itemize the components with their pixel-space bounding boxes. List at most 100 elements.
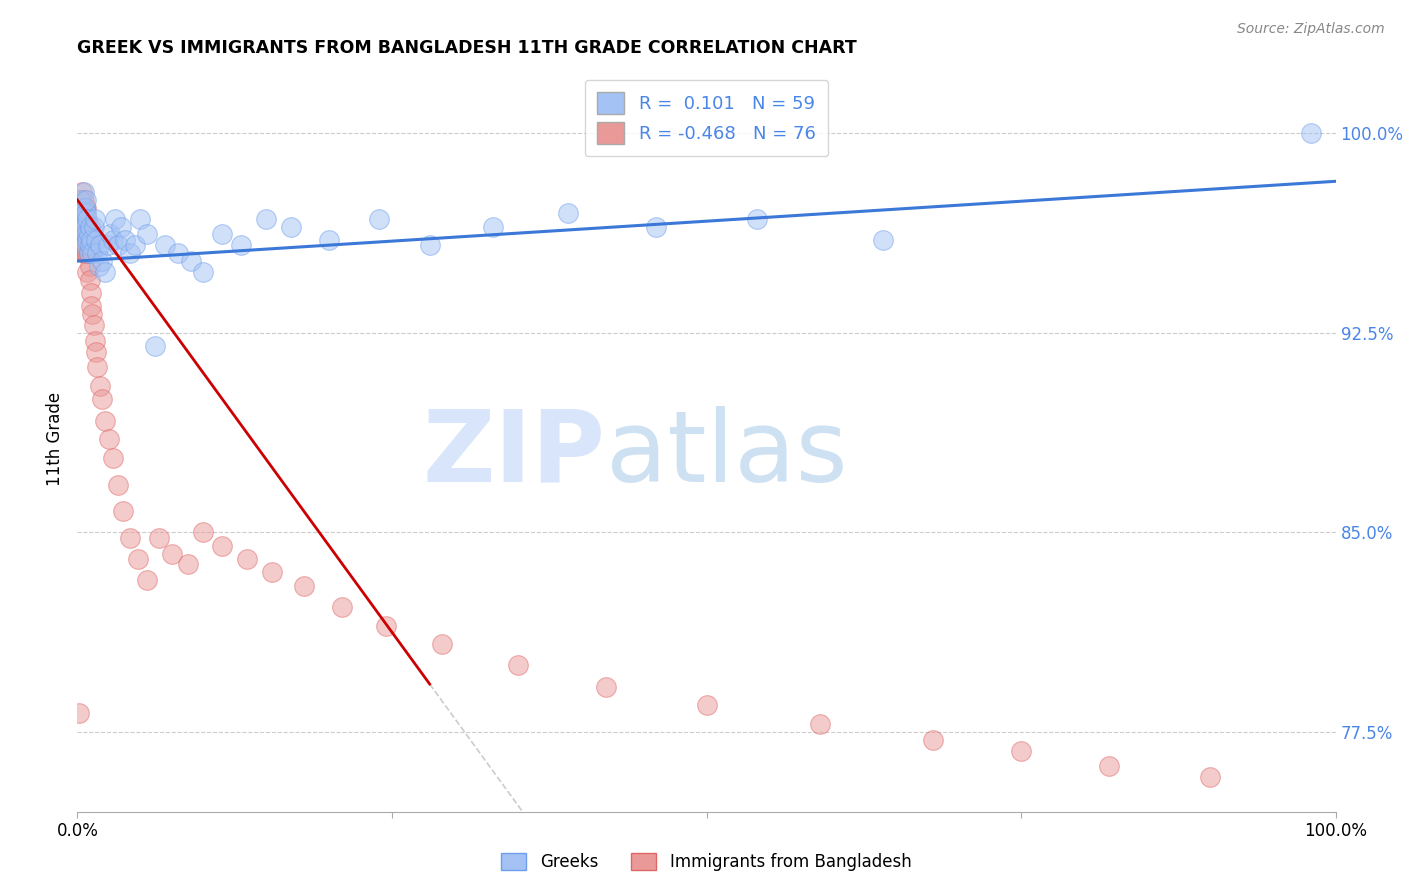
Point — [69, 193, 91, 207]
Point — [104, 211, 127, 226]
Point — [872, 233, 894, 247]
Point — [167, 246, 190, 260]
Point — [72, 185, 94, 199]
Point — [481, 219, 503, 234]
Legend: Greeks, Immigrants from Bangladesh: Greeks, Immigrants from Bangladesh — [495, 847, 918, 878]
Point — [419, 238, 441, 252]
Point — [98, 227, 121, 242]
Point — [107, 477, 129, 491]
Text: GREEK VS IMMIGRANTS FROM BANGLADESH 11TH GRADE CORRELATION CHART: GREEK VS IMMIGRANTS FROM BANGLADESH 11TH… — [77, 39, 858, 57]
Point — [82, 246, 104, 260]
Point — [72, 211, 94, 226]
Point — [70, 227, 93, 242]
Point — [76, 233, 98, 247]
Point — [94, 265, 117, 279]
Point — [73, 246, 96, 260]
Point — [67, 706, 90, 721]
Point — [79, 219, 101, 234]
Point — [77, 246, 100, 260]
Point — [73, 219, 96, 234]
Point — [94, 414, 117, 428]
Point — [77, 238, 100, 252]
Point — [73, 219, 96, 234]
Point — [432, 637, 454, 651]
Text: atlas: atlas — [606, 406, 848, 503]
Point — [111, 504, 134, 518]
Point — [127, 552, 149, 566]
Point — [180, 254, 202, 268]
Point — [506, 658, 529, 673]
Point — [75, 238, 97, 252]
Point — [77, 246, 100, 260]
Point — [72, 246, 94, 260]
Point — [262, 566, 284, 580]
Point — [79, 238, 101, 252]
Point — [86, 360, 108, 375]
Point — [75, 227, 97, 242]
Point — [70, 211, 93, 226]
Point — [97, 432, 120, 446]
Point — [191, 525, 215, 540]
Point — [72, 233, 94, 247]
Text: ZIP: ZIP — [423, 406, 606, 503]
Point — [75, 227, 97, 242]
Point — [374, 618, 396, 632]
Point — [745, 211, 768, 226]
Point — [135, 227, 157, 242]
Point — [84, 344, 107, 359]
Point — [75, 211, 97, 226]
Point — [80, 299, 103, 313]
Point — [229, 238, 252, 252]
Point — [84, 334, 107, 348]
Point — [1098, 759, 1121, 773]
Point — [211, 227, 233, 242]
Point — [129, 211, 152, 226]
Point — [75, 206, 97, 220]
Point — [280, 219, 302, 234]
Point — [696, 698, 718, 713]
Point — [96, 238, 118, 252]
Point — [70, 193, 93, 207]
Point — [69, 219, 91, 234]
Point — [87, 260, 110, 274]
Point — [82, 307, 104, 321]
Point — [1299, 127, 1322, 141]
Point — [73, 238, 96, 252]
Point — [89, 379, 111, 393]
Point — [70, 201, 93, 215]
Point — [72, 193, 94, 207]
Point — [86, 246, 108, 260]
Point — [114, 233, 136, 247]
Point — [73, 233, 96, 247]
Point — [211, 539, 233, 553]
Point — [595, 680, 617, 694]
Point — [101, 233, 124, 247]
Point — [177, 558, 200, 572]
Point — [83, 219, 105, 234]
Point — [330, 599, 353, 614]
Point — [191, 265, 215, 279]
Point — [70, 211, 93, 226]
Point — [84, 233, 107, 247]
Point — [292, 579, 315, 593]
Point — [72, 211, 94, 226]
Point — [72, 211, 94, 226]
Point — [70, 201, 93, 215]
Point — [83, 318, 105, 332]
Point — [69, 211, 91, 226]
Point — [84, 211, 107, 226]
Point — [1010, 743, 1032, 757]
Point — [124, 238, 146, 252]
Point — [72, 219, 94, 234]
Point — [120, 246, 142, 260]
Point — [76, 227, 98, 242]
Point — [135, 574, 157, 588]
Point — [72, 233, 94, 247]
Point — [160, 547, 183, 561]
Point — [72, 185, 94, 199]
Point — [72, 227, 94, 242]
Point — [155, 238, 177, 252]
Point — [89, 238, 111, 252]
Point — [77, 227, 100, 242]
Point — [75, 246, 97, 260]
